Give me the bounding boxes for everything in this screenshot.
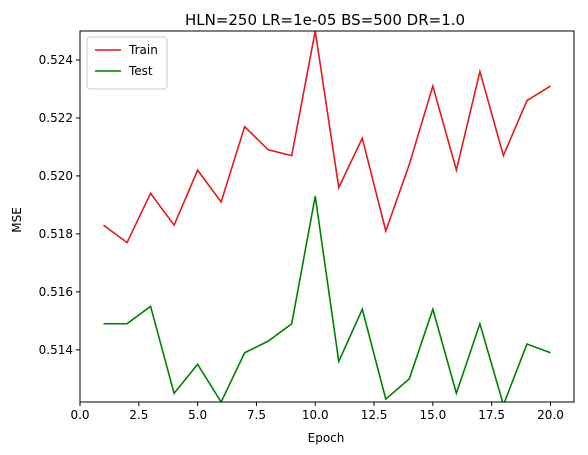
x-tick-label: 5.0: [188, 408, 207, 422]
x-tick-label: 2.5: [129, 408, 148, 422]
x-tick-label: 15.0: [419, 408, 446, 422]
x-axis: 0.0 2.5 5.0 7.5 10.0 12.5 15.0 17.5 20.0: [70, 402, 564, 422]
y-tick-label: 0.522: [39, 111, 73, 125]
series-line-test: [103, 196, 551, 402]
plot-frame: [79, 30, 575, 403]
y-tick-label: 0.524: [39, 53, 73, 67]
x-tick-label: 7.5: [247, 408, 266, 422]
series-line-train: [103, 31, 551, 244]
x-tick-label: 0.0: [70, 408, 89, 422]
x-tick-label: 17.5: [478, 408, 505, 422]
x-tick-label: 12.5: [361, 408, 388, 422]
legend: Train Test: [86, 36, 168, 90]
y-tick-label: 0.514: [39, 343, 73, 357]
series-layer: [103, 31, 551, 402]
chart-title: HLN=250 LR=1e-05 BS=500 DR=1.0: [185, 11, 465, 29]
y-axis: 0.514 0.516 0.518 0.520 0.522 0.524: [39, 53, 80, 357]
legend-label-train: Train: [128, 43, 158, 57]
y-tick-label: 0.520: [39, 169, 73, 183]
x-axis-label: Epoch: [308, 431, 345, 445]
legend-label-test: Test: [128, 64, 153, 78]
x-tick-label: 20.0: [537, 408, 564, 422]
y-axis-label: MSE: [10, 207, 24, 233]
x-tick-label: 10.0: [302, 408, 329, 422]
y-tick-label: 0.516: [39, 285, 73, 299]
y-tick-label: 0.518: [39, 227, 73, 241]
